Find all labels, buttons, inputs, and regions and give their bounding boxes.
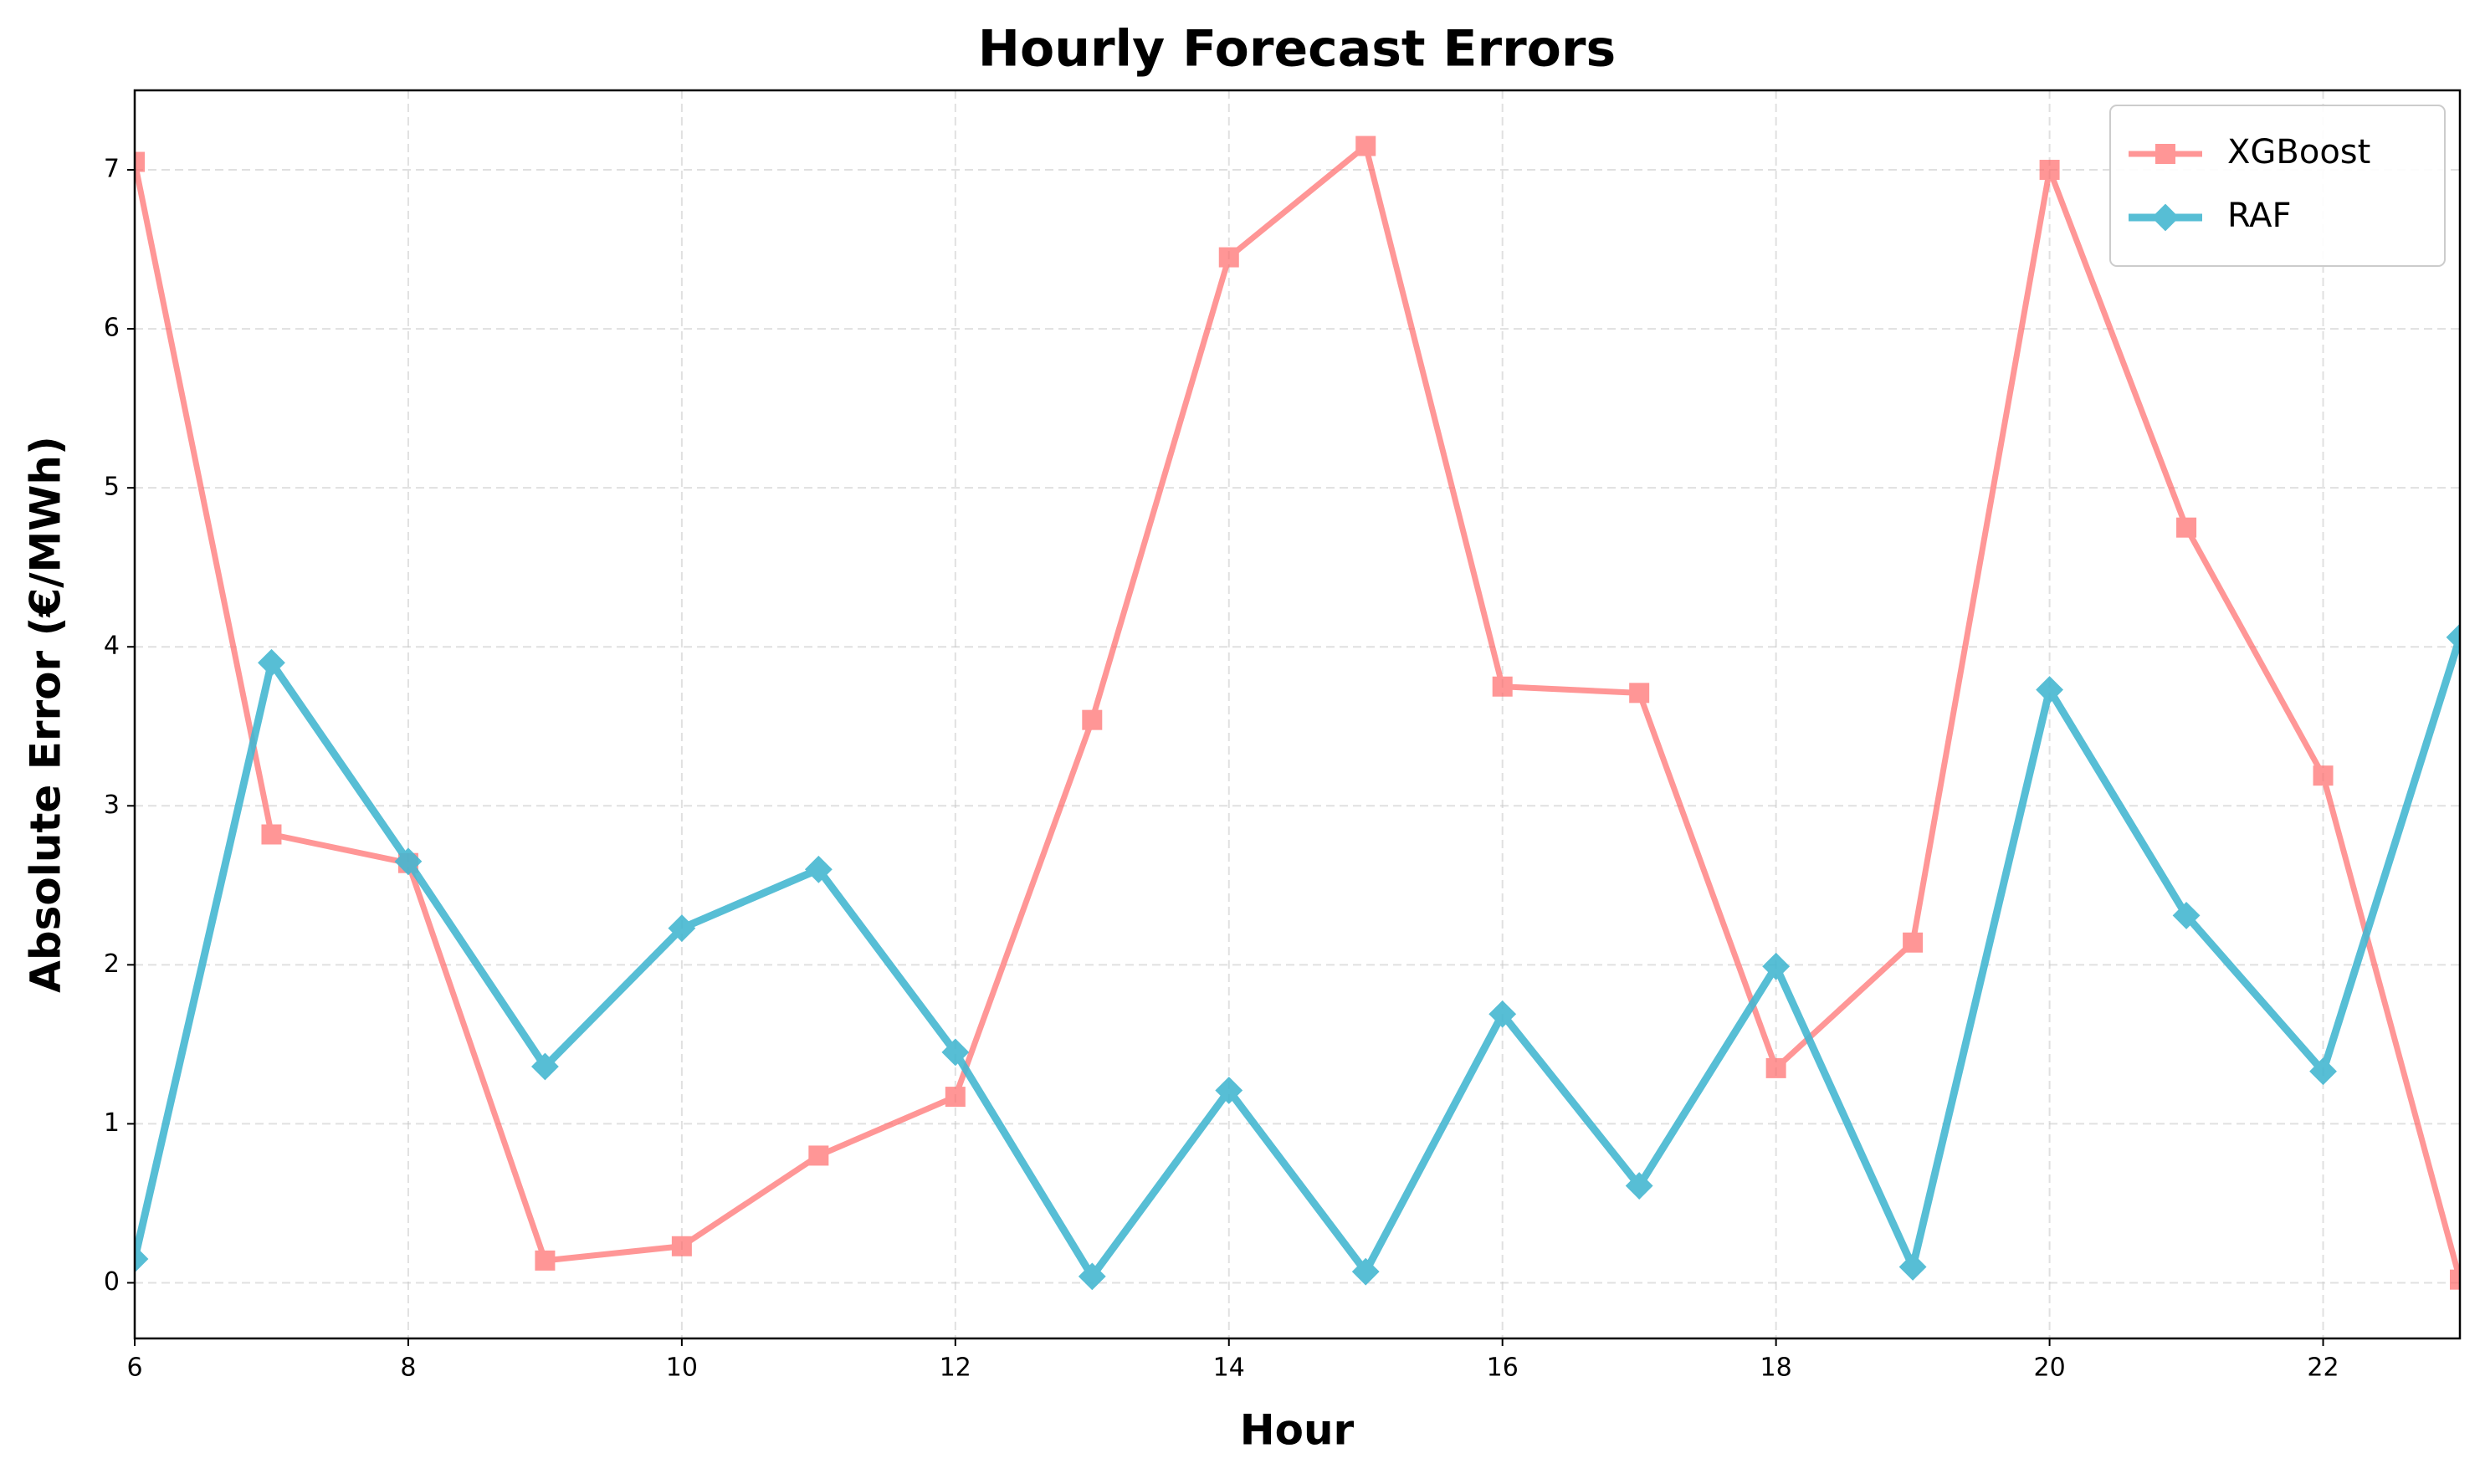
marker	[1215, 1077, 1243, 1104]
marker	[2309, 1057, 2337, 1086]
y-tick-label: 7	[104, 155, 120, 184]
marker	[1488, 1000, 1517, 1028]
x-tick-label: 14	[1213, 1354, 1245, 1383]
marker	[535, 1250, 556, 1271]
marker	[530, 1052, 559, 1081]
marker	[671, 1236, 692, 1256]
x-tick-label: 12	[940, 1354, 971, 1383]
x-tick-label: 8	[400, 1354, 416, 1383]
x-tick-label: 18	[1760, 1354, 1792, 1383]
y-tick-label: 6	[104, 314, 120, 343]
chart-title: Hourly Forecast Errors	[978, 20, 1616, 79]
y-axis-label: Absolute Error (€/MWh)	[22, 436, 70, 993]
legend-label: RAF	[2227, 197, 2292, 235]
marker	[945, 1087, 966, 1108]
marker	[2036, 676, 2064, 704]
marker	[258, 648, 285, 677]
marker	[804, 855, 833, 883]
marker	[941, 1038, 970, 1067]
marker	[2172, 902, 2201, 929]
marker	[1082, 709, 1103, 730]
marker	[394, 847, 423, 876]
marker	[808, 1145, 829, 1166]
marker	[2039, 160, 2060, 181]
legend-box	[2109, 105, 2446, 267]
marker	[1078, 1262, 1106, 1291]
marker	[135, 1245, 149, 1273]
y-tick-label: 5	[104, 473, 120, 502]
marker	[1629, 683, 1650, 704]
y-tick-label: 1	[104, 1108, 120, 1138]
marker	[1492, 676, 1513, 697]
x-tick-label: 6	[126, 1354, 142, 1383]
plot-area	[135, 136, 2460, 1291]
marker	[2446, 623, 2460, 652]
x-tick-label: 16	[1487, 1354, 1519, 1383]
marker	[2151, 203, 2180, 232]
marker	[1351, 1257, 1380, 1286]
legend-item	[2129, 144, 2202, 164]
marker	[2155, 144, 2175, 164]
y-tick-label: 3	[104, 791, 120, 820]
legend: XGBoost RAF	[2109, 105, 2446, 267]
axes-frame	[133, 89, 2462, 1340]
marker	[668, 914, 696, 943]
line	[135, 636, 2460, 1281]
marker	[1898, 1253, 1927, 1281]
marker	[1355, 136, 1376, 156]
line	[135, 143, 2460, 1281]
series	[135, 623, 2460, 1291]
y-tick-label: 2	[104, 949, 120, 979]
marker	[1625, 1172, 1653, 1200]
marker	[1903, 932, 1924, 953]
marker	[1762, 952, 1791, 980]
x-tick-label: 10	[666, 1354, 698, 1383]
marker	[135, 151, 145, 172]
x-tick-label: 22	[2307, 1354, 2339, 1383]
legend-label: XGBoost	[2227, 133, 2370, 171]
marker	[261, 824, 282, 845]
x-tick-label: 20	[2033, 1354, 2065, 1383]
marker	[1218, 247, 1239, 268]
marker	[1765, 1057, 1786, 1078]
legend-item	[2129, 203, 2202, 232]
marker	[2313, 765, 2334, 786]
marker	[2176, 517, 2197, 538]
x-axis-label: Hour	[1240, 1406, 1355, 1455]
y-tick-label: 4	[104, 632, 120, 661]
marker	[2450, 1269, 2460, 1290]
y-tick-label: 0	[104, 1267, 120, 1297]
